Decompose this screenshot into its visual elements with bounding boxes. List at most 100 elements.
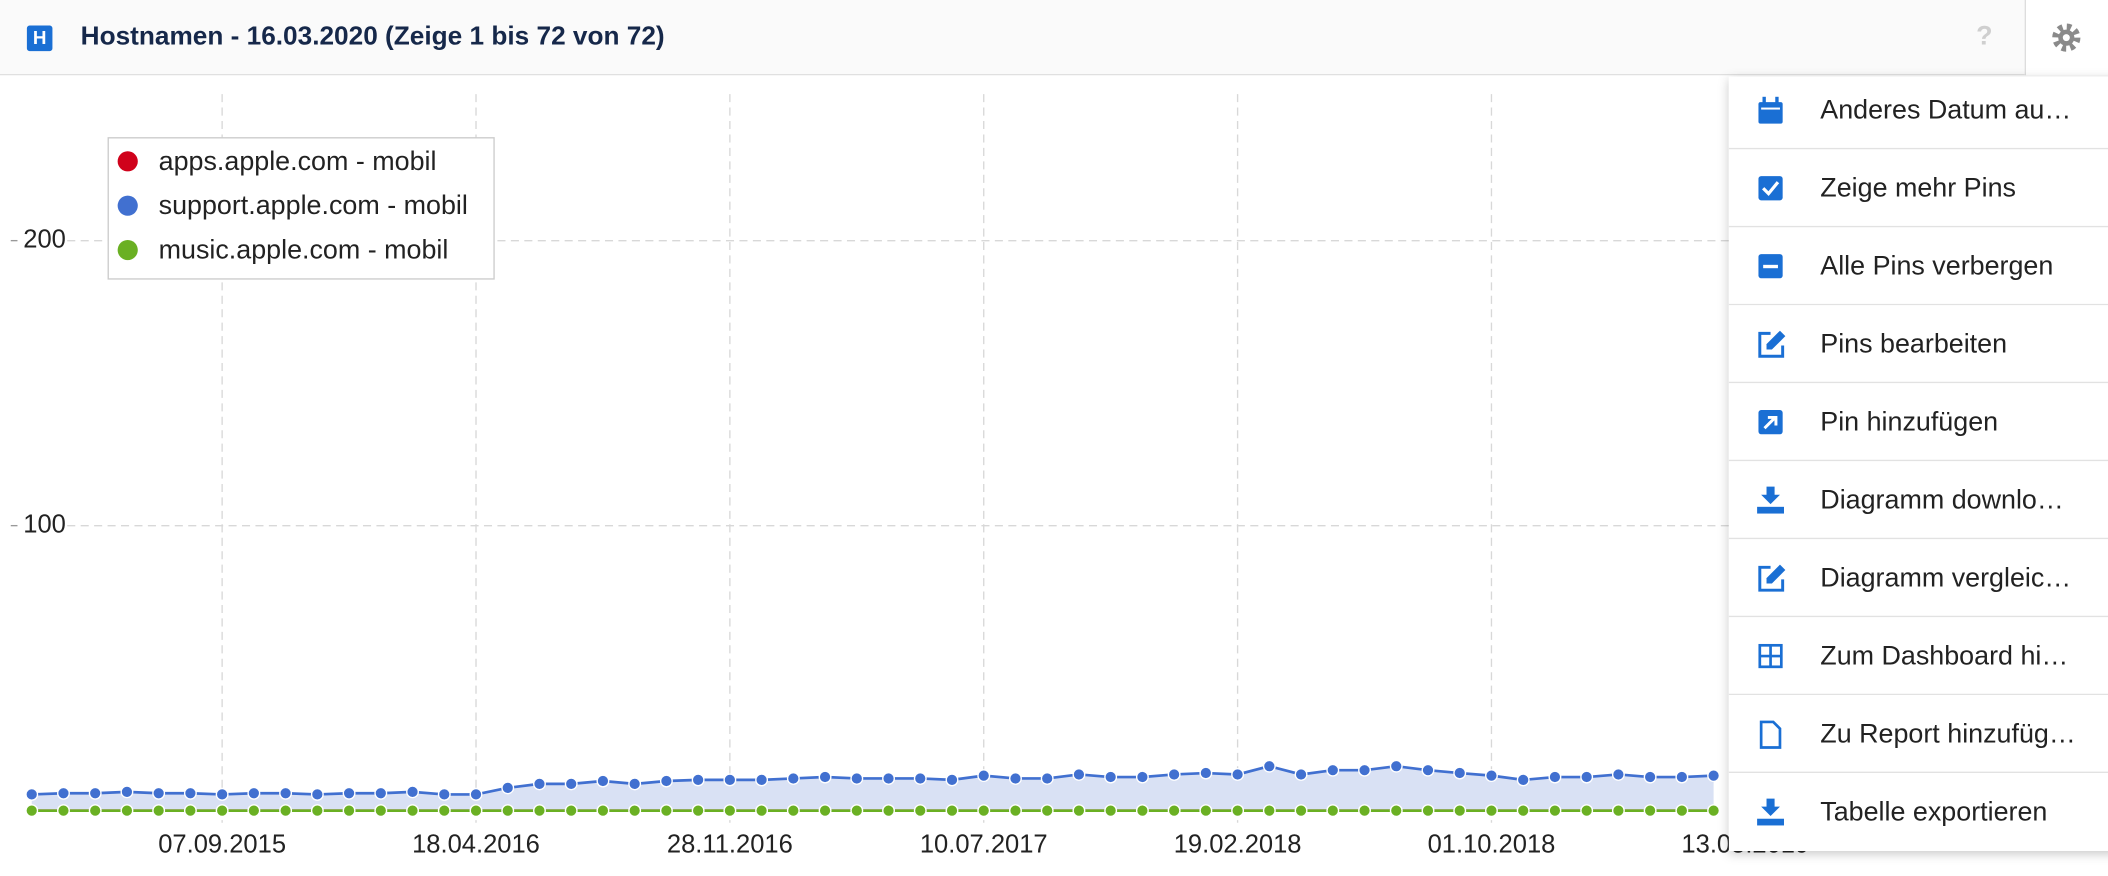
help-button[interactable]: ? — [1976, 21, 1992, 51]
data-point — [1548, 804, 1562, 818]
icon-document — [1759, 720, 1782, 749]
menu-item-label: Pin hinzufügen — [1820, 407, 1998, 437]
data-point — [374, 804, 388, 818]
menu-item-label: Zeige mehr Pins — [1820, 173, 2016, 203]
data-point — [469, 804, 483, 818]
data-point — [691, 804, 705, 818]
data-point — [183, 786, 197, 800]
data-point — [310, 804, 324, 818]
data-point — [1040, 772, 1054, 785]
data-point — [183, 804, 197, 818]
data-point — [1675, 770, 1689, 784]
legend-label: apps.apple.com - mobil — [159, 146, 437, 176]
legend-label: music.apple.com - mobil — [159, 234, 449, 264]
data-point — [596, 804, 610, 818]
data-point — [850, 772, 864, 785]
menu-icons — [1757, 96, 1786, 826]
data-point — [215, 804, 229, 818]
header-bar — [0, 0, 2108, 74]
data-point — [1040, 804, 1054, 818]
y-tick-label: 100 — [23, 510, 66, 538]
icon-minus-box — [1758, 254, 1783, 279]
legend-label: support.apple.com - mobil — [159, 190, 468, 220]
data-point — [1135, 770, 1149, 784]
data-point — [1262, 759, 1276, 773]
menu-item-label: Zum Dashboard hi… — [1820, 640, 2068, 670]
icon-checkbox — [1758, 176, 1783, 201]
icon-download — [1757, 798, 1784, 826]
data-point — [1104, 770, 1118, 784]
menu-items: Anderes Datum au… Zeige mehr Pins Alle Pin… — [1728, 95, 2108, 826]
data-point — [374, 786, 388, 800]
data-point — [279, 804, 293, 818]
menu-item-label: Anderes Datum au… — [1820, 95, 2071, 125]
data-point — [1516, 804, 1530, 818]
data-point — [1231, 804, 1245, 818]
data-point — [564, 777, 578, 791]
data-point — [1262, 804, 1276, 818]
data-point — [691, 773, 705, 787]
legend-marker — [117, 195, 138, 216]
data-point — [1548, 770, 1562, 784]
icon-calendar — [1758, 96, 1783, 124]
menu-item-label: Alle Pins verbergen — [1820, 251, 2053, 281]
data-point — [755, 773, 769, 787]
data-point — [406, 785, 419, 799]
data-point — [1104, 804, 1118, 818]
data-point — [88, 786, 102, 800]
data-point — [1167, 804, 1181, 818]
data-point — [25, 787, 39, 801]
data-point — [755, 804, 769, 818]
area — [31, 766, 1714, 811]
data-point — [1580, 804, 1594, 818]
data-point — [279, 786, 293, 800]
data-point — [120, 785, 134, 799]
data-point — [659, 804, 673, 818]
x-tick-label: 19.02.2018 — [1174, 830, 1302, 858]
data-point — [1358, 763, 1371, 777]
header-title: Hostnamen - 16.03.2020 (Zeige 1 bis 72 v… — [81, 21, 665, 51]
data-point — [152, 786, 166, 800]
data-point — [977, 804, 991, 818]
data-point — [1294, 768, 1308, 781]
icon-grid — [1758, 643, 1783, 669]
data-point — [1326, 804, 1340, 818]
dropdown-menu — [1728, 76, 2108, 851]
data-point — [1611, 768, 1625, 781]
data-point — [25, 804, 39, 818]
menu-item-label: Diagramm vergleic… — [1820, 563, 2071, 593]
data-point — [786, 772, 800, 785]
legend-marker — [117, 151, 138, 172]
data-point — [120, 804, 134, 818]
data-point — [882, 804, 895, 818]
menu-item-label: Zu Report hinzufüg… — [1820, 718, 2075, 748]
data-point — [1611, 804, 1625, 818]
icon-edit — [1758, 330, 1786, 358]
data-point — [247, 786, 261, 800]
data-point — [913, 804, 927, 818]
menu-item-label: Tabelle exportieren — [1820, 796, 2047, 826]
data-point — [1389, 759, 1403, 773]
data-point — [1421, 804, 1435, 818]
data-point — [913, 772, 927, 785]
x-tick-label: 07.09.2015 — [158, 830, 286, 858]
data-point — [88, 804, 102, 818]
data-point — [1675, 804, 1689, 818]
data-point — [1072, 804, 1086, 818]
legend: apps.apple.com - mobil support.apple.com … — [117, 146, 468, 264]
data-point — [659, 774, 673, 788]
y-tick-label: 200 — [23, 225, 66, 253]
header-icon — [26, 25, 53, 52]
legend-marker — [117, 239, 138, 261]
data-point — [786, 804, 800, 818]
data-point — [1358, 804, 1371, 818]
x-tick-label: 28.11.2016 — [667, 830, 793, 858]
icon-open-box — [1758, 410, 1783, 435]
data-point — [533, 777, 546, 791]
data-point — [723, 773, 737, 787]
data-point — [152, 804, 166, 818]
data-point — [501, 804, 515, 818]
data-point — [628, 777, 642, 791]
data-point — [1643, 770, 1657, 784]
